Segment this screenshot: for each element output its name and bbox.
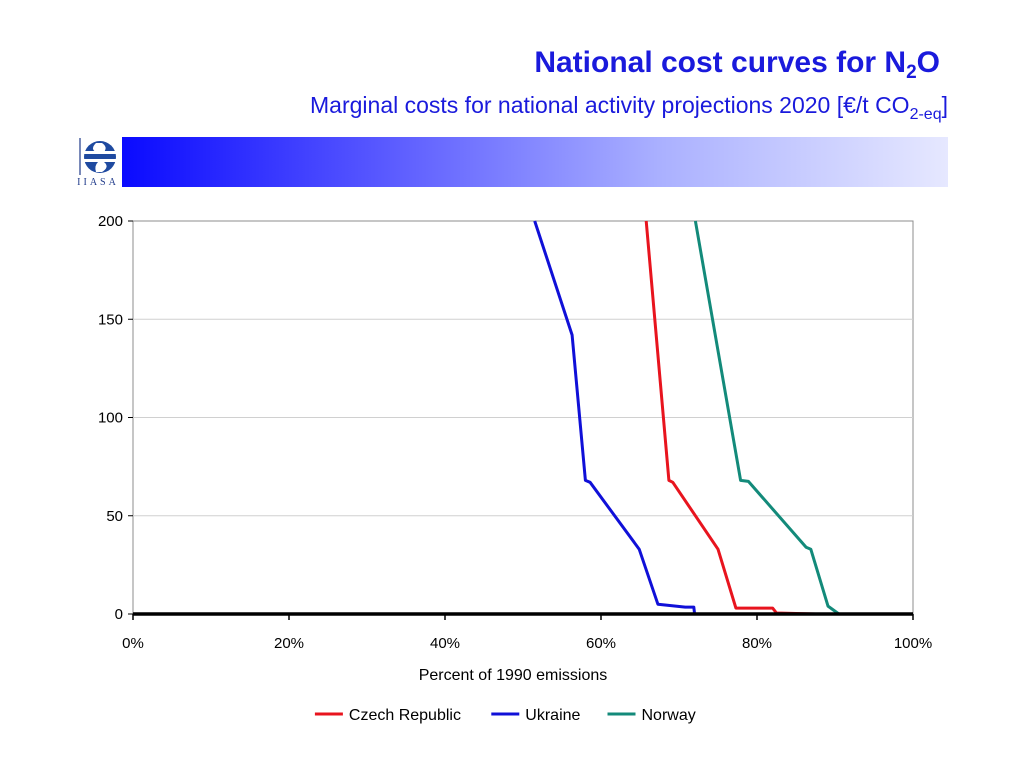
x-tick-label: 80% [742, 635, 772, 652]
header-banner [122, 137, 948, 187]
globe-icon [79, 138, 116, 175]
iiasa-logo: IIASA [74, 135, 122, 189]
x-tick-label: 20% [274, 635, 304, 652]
y-tick-label: 150 [98, 311, 123, 328]
page-subtitle: Marginal costs for national activity pro… [310, 92, 948, 124]
y-tick-label: 100 [98, 410, 123, 427]
title-main: National cost curves for N [534, 46, 907, 79]
x-tick-label: 100% [894, 635, 932, 652]
title-end: O [916, 46, 940, 79]
y-tick-label: 0 [115, 606, 123, 623]
y-tick-label: 200 [98, 213, 123, 230]
subtitle-main: Marginal costs for national activity pro… [310, 92, 910, 118]
series-line-ukraine [533, 220, 697, 615]
x-tick-label: 60% [586, 635, 616, 652]
x-tick-label: 40% [430, 635, 460, 652]
legend-label: Norway [642, 707, 696, 724]
series-line-norway [693, 220, 840, 616]
title-subscript: 2 [906, 62, 917, 83]
legend-label: Ukraine [525, 707, 580, 724]
x-tick-label: 0% [122, 635, 144, 652]
y-tick-label: 50 [106, 508, 123, 525]
legend-label: Czech Republic [349, 707, 461, 724]
subtitle-end: ] [941, 92, 948, 118]
subtitle-subscript: 2-eq [909, 106, 942, 123]
cost-curve-chart: 0 50 100 150 200 0% 20% 40% 60% 80% 100% Percent of… [98, 213, 932, 724]
series-line-czech-republic [644, 220, 816, 616]
x-axis-title: Percent of 1990 emissions [419, 667, 608, 684]
logo-text: IIASA [77, 177, 119, 188]
page-title: National cost curves for N2O [534, 46, 940, 84]
